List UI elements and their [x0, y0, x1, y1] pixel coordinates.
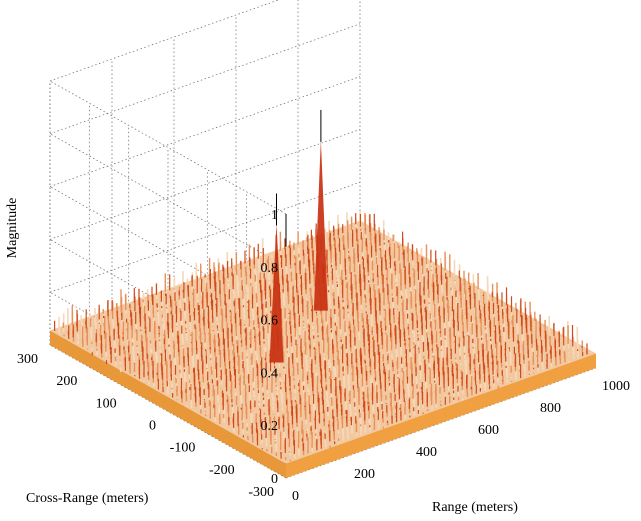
y-tick-label-0: -300: [248, 485, 274, 500]
gridline-z-back-2: [49, 129, 361, 240]
x-tick-label-5: 1000: [602, 379, 630, 394]
y-tick-label-2: -100: [170, 441, 196, 456]
y-tick-label-1: -200: [209, 463, 235, 478]
surface-front-face: [286, 353, 596, 478]
z-tick-label-4: 0.8: [261, 261, 279, 276]
tick-label-layer: 0 0.2 0.4 0.6 0.8 1 -300 -200 -100 0 100 200 300 0 200…: [17, 208, 630, 504]
y-tick-label-4: 100: [96, 396, 117, 411]
peak-0-body: [269, 223, 284, 363]
peak-1-body: [313, 139, 328, 311]
gridline-z-left-4: [49, 133, 287, 268]
gridline-z-back-3: [49, 76, 361, 187]
surface-layer: [50, 211, 596, 478]
surface-side-face: [50, 330, 286, 478]
x-tick-label-3: 600: [478, 423, 499, 438]
z-tick-label-0: 0: [271, 472, 278, 487]
x-tick-label-2: 400: [416, 445, 437, 460]
y-axis-title: Cross-Range (meters): [26, 491, 149, 506]
y-tick-label-5: 200: [56, 374, 77, 389]
floor-gridline-x-0: [49, 344, 287, 479]
z-axis-title: Magnitude: [5, 198, 20, 259]
x-tick-label-0: 0: [292, 489, 299, 504]
y-tick-label-6: 300: [17, 352, 38, 367]
z-tick-label-5: 1: [271, 208, 278, 223]
z-tick-label-1: 0.2: [261, 419, 279, 434]
surface-texture-dark: [54, 213, 588, 459]
z-tick-label-2: 0.4: [261, 366, 279, 381]
gridline-z-back-5: [49, 0, 280, 82]
gridline-z-left-5: [49, 80, 287, 215]
peak-layer: [269, 109, 328, 363]
x-tick-label-4: 800: [540, 401, 561, 416]
y-tick-label-3: 0: [149, 419, 156, 434]
gridline-z-back-1: [49, 181, 361, 293]
x-axis-title: Range (meters): [432, 500, 518, 515]
gridline-z-back-4: [49, 23, 361, 135]
z-tick-label-3: 0.6: [261, 314, 279, 329]
x-tick-label-1: 200: [354, 467, 375, 482]
